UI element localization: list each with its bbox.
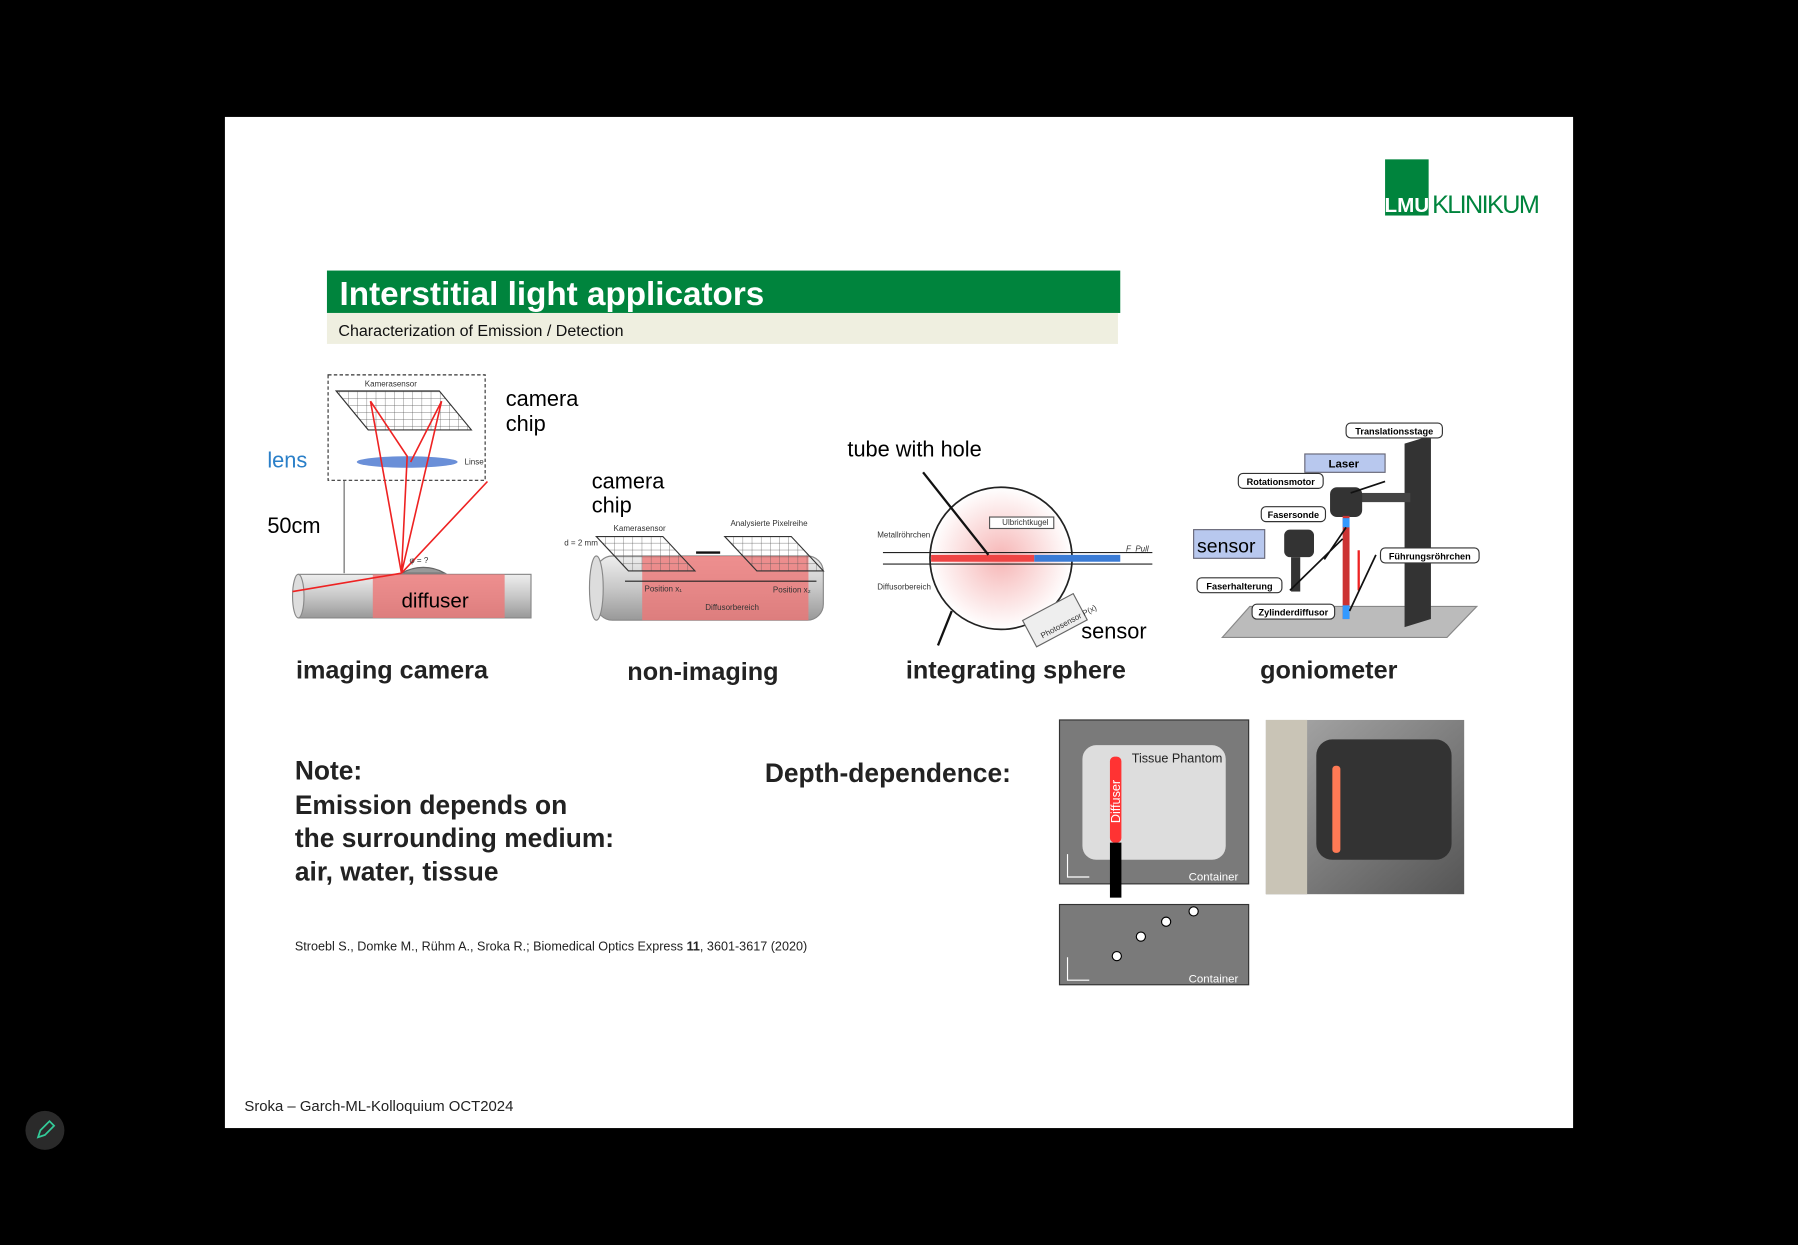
- label: Metallröhrchen: [877, 531, 930, 540]
- caption: goniometer: [1260, 657, 1397, 685]
- label: chip: [506, 411, 546, 436]
- integrating-sphere-diagram: [882, 471, 1153, 648]
- note-line: the surrounding medium:: [295, 823, 614, 853]
- label: Kamerasensor: [365, 379, 417, 388]
- label: Diffusorbereich: [705, 603, 759, 612]
- caption: imaging camera: [296, 657, 489, 685]
- label: camera: [506, 386, 579, 411]
- goniometer-diagram: [1193, 422, 1480, 638]
- label: Fasersonde: [1268, 510, 1319, 520]
- edit-icon: [36, 1119, 56, 1139]
- caption: integrating sphere: [906, 657, 1126, 685]
- label: tube with hole: [847, 436, 981, 461]
- label: Ulbrichtkugel: [1002, 518, 1049, 527]
- phantom-label: Tissue Phantom: [1132, 751, 1223, 765]
- logo-lmu: LMU: [1385, 194, 1430, 217]
- phantom-figure: [1058, 719, 1465, 986]
- subtitle-bar: [326, 312, 1118, 344]
- label: 50cm: [267, 513, 320, 538]
- logo-box: [1385, 159, 1429, 216]
- depth-heading: Depth-dependence:: [765, 758, 1011, 788]
- label: Position x₂: [773, 586, 811, 595]
- label: Rotationsmotor: [1247, 477, 1316, 487]
- label: camera: [592, 468, 665, 493]
- label: Kamerasensor: [614, 524, 666, 533]
- label: Führungsröhrchen: [1389, 551, 1471, 561]
- title: Interstitial light applicators: [340, 276, 765, 313]
- note-line: Emission depends on: [295, 790, 567, 820]
- caption: non-imaging: [627, 658, 778, 686]
- label: lens: [267, 448, 307, 473]
- footer: Sroka – Garch-ML-Kolloquium OCT2024: [244, 1099, 513, 1115]
- label: chip: [592, 492, 632, 517]
- label: sensor: [1197, 536, 1256, 558]
- label: d = 2 mm: [564, 539, 598, 548]
- logo-klinikum: KLINIKUM: [1432, 191, 1540, 219]
- citation-volume: 11: [687, 939, 700, 953]
- label: φ = ?: [409, 556, 428, 565]
- non-imaging-diagram: [588, 535, 825, 621]
- subtitle: Characterization of Emission / Detection: [338, 322, 623, 340]
- label: diffuser: [401, 590, 468, 613]
- label: Laser: [1329, 459, 1360, 471]
- label: Translationsstage: [1355, 426, 1433, 436]
- label: F_Pull: [1126, 544, 1149, 553]
- citation-text: Stroebl S., Domke M., Rühm A., Sroka R.;…: [295, 939, 687, 953]
- note-line: Note:: [295, 756, 362, 786]
- note-line: air, water, tissue: [295, 856, 499, 886]
- container-label: Container: [1189, 973, 1239, 985]
- label: Linse: [465, 457, 485, 466]
- imaging-camera-diagram: [291, 374, 532, 619]
- label: sensor: [1081, 619, 1146, 644]
- citation-text: , 3601-3617 (2020): [700, 939, 807, 953]
- label: Position x₁: [644, 585, 682, 594]
- label: Diffusorbereich: [877, 582, 931, 591]
- label: Faserhalterung: [1206, 581, 1272, 591]
- container-label: Container: [1189, 871, 1239, 883]
- citation: Stroebl S., Domke M., Rühm A., Sroka R.;…: [295, 939, 807, 953]
- label: Analysierte Pixelreihe: [730, 519, 808, 528]
- diffuser-label: Diffuser: [1109, 780, 1123, 823]
- edit-button[interactable]: [25, 1110, 65, 1150]
- label: Zylinderdiffusor: [1259, 608, 1329, 618]
- title-bar: [326, 270, 1121, 313]
